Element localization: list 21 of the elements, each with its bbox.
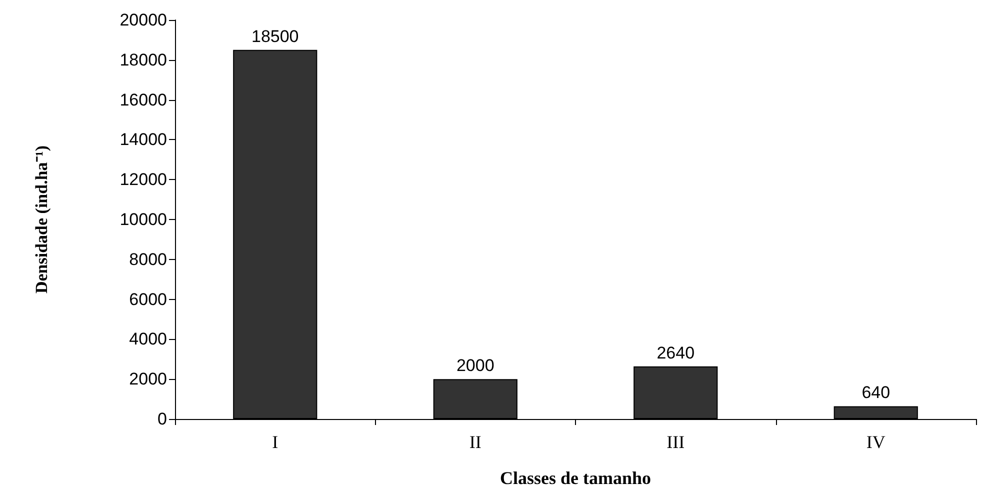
x-tick-label: IV (866, 432, 886, 452)
y-tick-label: 4000 (129, 330, 167, 349)
data-label: 2640 (656, 343, 695, 362)
y-tick-label: 14000 (120, 130, 167, 150)
y-tick-label: 6000 (129, 290, 167, 309)
y-tick-label: 20000 (120, 10, 167, 30)
y-tick-label: 16000 (120, 90, 167, 110)
y-tick-label: 8000 (129, 250, 167, 269)
y-tick-label: 12000 (120, 170, 167, 190)
y-tick-label: 2000 (129, 370, 167, 389)
y-tick-label: 18000 (120, 50, 167, 70)
y-axis-title: Densidade (ind.ha⁻¹) (32, 145, 51, 294)
data-label: 2000 (456, 356, 494, 376)
x-axis-title: Classes de tamanho (500, 468, 652, 488)
data-label: 18500 (251, 26, 299, 46)
y-tick-label: 10000 (120, 210, 167, 229)
data-label: 640 (862, 383, 890, 402)
x-tick-label: I (272, 432, 278, 452)
y-tick-label: 0 (158, 410, 167, 428)
x-tick-label: II (469, 432, 482, 452)
x-tick-label: III (666, 432, 685, 452)
